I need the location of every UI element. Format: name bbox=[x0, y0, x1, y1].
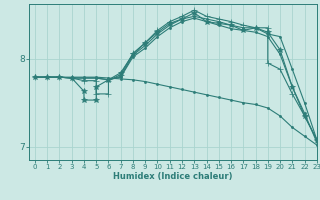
X-axis label: Humidex (Indice chaleur): Humidex (Indice chaleur) bbox=[113, 172, 233, 181]
